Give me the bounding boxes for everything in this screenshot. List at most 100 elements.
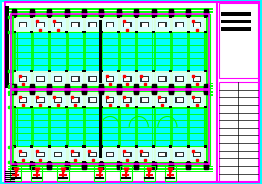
Bar — [90, 77, 96, 81]
Bar — [72, 77, 78, 81]
Bar — [117, 106, 120, 109]
Bar — [117, 15, 120, 18]
Bar — [117, 85, 120, 88]
Bar — [159, 23, 165, 26]
Bar — [82, 31, 85, 33]
Bar — [187, 70, 190, 72]
Bar — [159, 77, 165, 81]
Bar — [152, 70, 155, 72]
Bar — [193, 152, 201, 157]
Bar — [194, 23, 200, 26]
Bar — [204, 106, 207, 109]
Bar — [90, 153, 96, 157]
Bar — [14, 17, 206, 86]
Bar — [20, 23, 26, 26]
Bar — [82, 15, 85, 18]
Bar — [82, 70, 85, 72]
Bar — [65, 31, 68, 33]
Bar — [65, 161, 68, 163]
Bar — [204, 70, 207, 72]
Bar — [169, 85, 172, 88]
Bar — [123, 22, 132, 27]
Bar — [13, 31, 16, 33]
Bar — [187, 85, 190, 88]
Bar — [100, 145, 103, 148]
Bar — [12, 91, 208, 163]
Bar — [65, 106, 68, 109]
Bar — [117, 91, 120, 93]
Bar — [152, 85, 155, 88]
Bar — [88, 152, 97, 157]
Bar — [14, 17, 206, 86]
Bar — [30, 161, 33, 163]
Bar — [13, 161, 16, 163]
Bar — [152, 15, 155, 18]
Bar — [65, 145, 68, 148]
Bar — [36, 77, 45, 82]
Bar — [48, 31, 51, 33]
Bar — [5, 6, 9, 88]
Bar — [158, 77, 167, 82]
Bar — [204, 85, 207, 88]
Bar — [187, 161, 190, 163]
Bar — [48, 91, 51, 93]
Bar — [107, 98, 113, 102]
Bar — [175, 77, 184, 82]
Bar — [135, 70, 138, 72]
Bar — [135, 15, 138, 18]
Bar — [193, 22, 201, 27]
Bar — [117, 161, 120, 163]
Bar — [100, 31, 103, 33]
Bar — [187, 145, 190, 148]
Bar — [106, 152, 114, 157]
Bar — [55, 77, 61, 81]
Bar — [72, 98, 78, 102]
Bar — [140, 77, 149, 82]
Bar — [107, 77, 113, 81]
Bar — [71, 22, 80, 27]
Bar — [14, 17, 206, 32]
Bar — [100, 15, 103, 18]
Bar — [71, 152, 80, 157]
Bar — [30, 31, 33, 33]
Bar — [177, 153, 183, 157]
Bar — [204, 161, 207, 163]
Bar — [221, 27, 251, 31]
Bar — [48, 15, 51, 18]
Bar — [88, 97, 97, 103]
Bar — [90, 98, 96, 102]
Bar — [72, 23, 78, 26]
Bar — [142, 77, 148, 81]
Bar — [13, 70, 16, 72]
Bar — [187, 31, 190, 33]
Bar — [152, 106, 155, 109]
Bar — [55, 23, 61, 26]
Bar — [107, 23, 113, 26]
Bar — [94, 166, 105, 181]
Bar — [14, 71, 206, 86]
Bar — [17, 93, 204, 160]
Bar — [82, 145, 85, 148]
Bar — [72, 153, 78, 157]
Bar — [13, 85, 16, 88]
Bar — [13, 106, 16, 109]
Bar — [19, 152, 28, 157]
Bar — [14, 146, 206, 162]
Bar — [48, 145, 51, 148]
Bar — [123, 97, 132, 103]
Bar — [142, 98, 148, 102]
Bar — [159, 153, 165, 157]
Bar — [36, 22, 45, 27]
Bar — [82, 91, 85, 93]
Bar — [65, 85, 68, 88]
Bar — [124, 23, 130, 26]
Bar — [175, 22, 184, 27]
Bar — [142, 153, 148, 157]
Bar — [37, 77, 43, 81]
Bar — [159, 98, 165, 102]
Bar — [14, 92, 206, 162]
Bar — [107, 153, 113, 157]
Bar — [53, 97, 62, 103]
Bar — [65, 91, 68, 93]
Bar — [217, 2, 259, 182]
